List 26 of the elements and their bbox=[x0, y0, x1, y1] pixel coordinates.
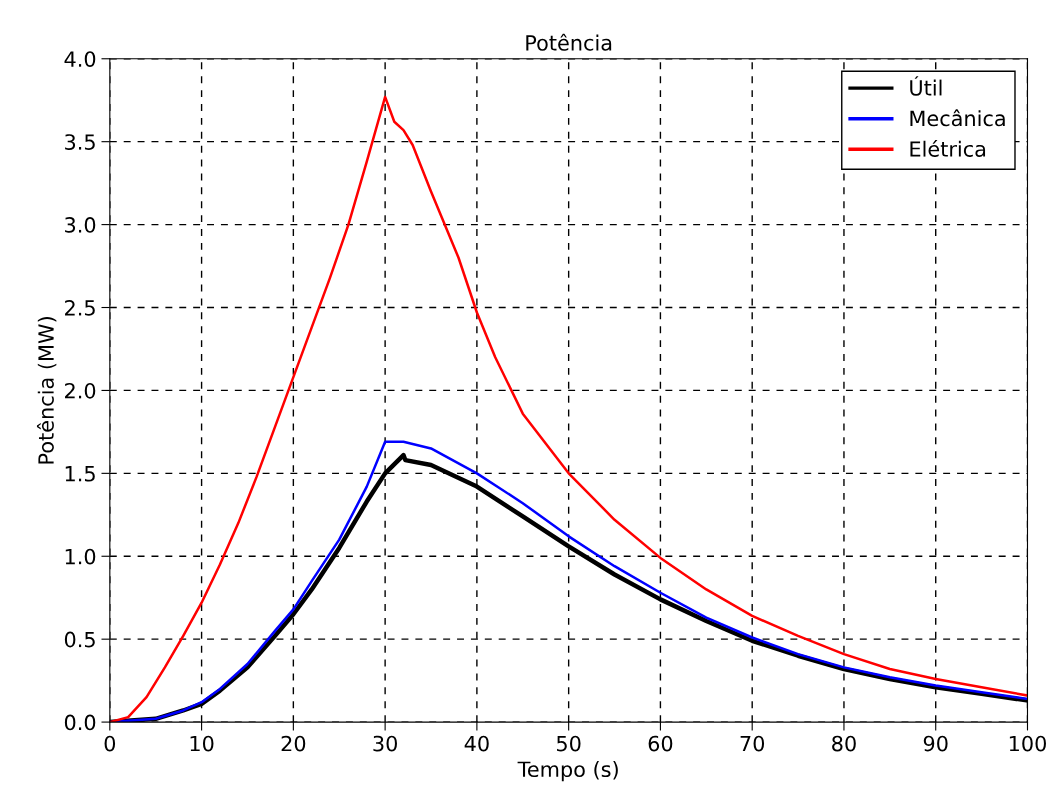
x-tick-label: 20 bbox=[281, 735, 306, 752]
y-tick-label: 0.5 bbox=[64, 631, 95, 648]
x-tick-label: 60 bbox=[648, 735, 673, 752]
x-tick-label: 70 bbox=[740, 735, 765, 752]
legend-label: Útil bbox=[910, 76, 942, 96]
y-axis-title: Potência (MW) bbox=[36, 317, 57, 464]
x-tick-label: 100 bbox=[1009, 735, 1046, 752]
y-tick-label: 3.0 bbox=[65, 217, 96, 233]
x-tick-label: 40 bbox=[464, 735, 489, 752]
y-tick-label: 2.0 bbox=[65, 382, 96, 399]
chart-title: Potência bbox=[526, 33, 612, 51]
y-tick-label: 0.0 bbox=[64, 714, 96, 731]
y-tick-label: 1.0 bbox=[65, 548, 96, 565]
legend-label: Elétrica bbox=[910, 139, 986, 157]
x-tick-label: 90 bbox=[923, 735, 948, 752]
x-tick-label: 10 bbox=[190, 735, 214, 752]
x-tick-label: 30 bbox=[373, 735, 397, 752]
legend-label: Mecânica bbox=[910, 109, 1005, 127]
x-tick-label: 80 bbox=[832, 735, 856, 752]
y-tick-label: 2.5 bbox=[65, 299, 95, 316]
y-tick-label: 3.5 bbox=[65, 134, 95, 150]
y-tick-label: 4.0 bbox=[64, 51, 96, 67]
y-tick-label: 1.5 bbox=[65, 466, 95, 482]
x-tick-label: 0 bbox=[104, 735, 116, 752]
x-axis-title: Tempo (s) bbox=[517, 761, 618, 782]
x-tick-label: 50 bbox=[557, 735, 581, 752]
